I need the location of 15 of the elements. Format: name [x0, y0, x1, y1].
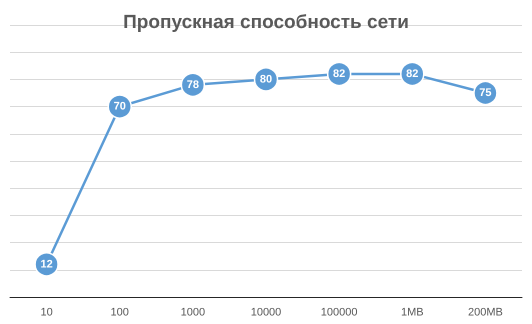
x-tick-label: 10 [40, 306, 53, 318]
x-tick-label: 1MB [400, 306, 424, 318]
x-tick-label: 100 [110, 306, 129, 318]
x-tick-label: 200MB [468, 306, 503, 318]
data-label: 80 [260, 73, 272, 86]
data-label: 82 [333, 68, 346, 80]
x-tick-label: 1000 [180, 306, 206, 318]
data-label: 82 [406, 68, 418, 80]
data-label: 78 [186, 78, 199, 91]
data-label: 70 [114, 100, 126, 113]
x-tick-label: 10000 [250, 306, 282, 318]
x-tick-label: 100000 [320, 306, 358, 318]
data-label: 75 [479, 87, 492, 99]
data-label: 12 [40, 258, 53, 270]
chart-title: Пропускная способность сети [123, 12, 409, 33]
